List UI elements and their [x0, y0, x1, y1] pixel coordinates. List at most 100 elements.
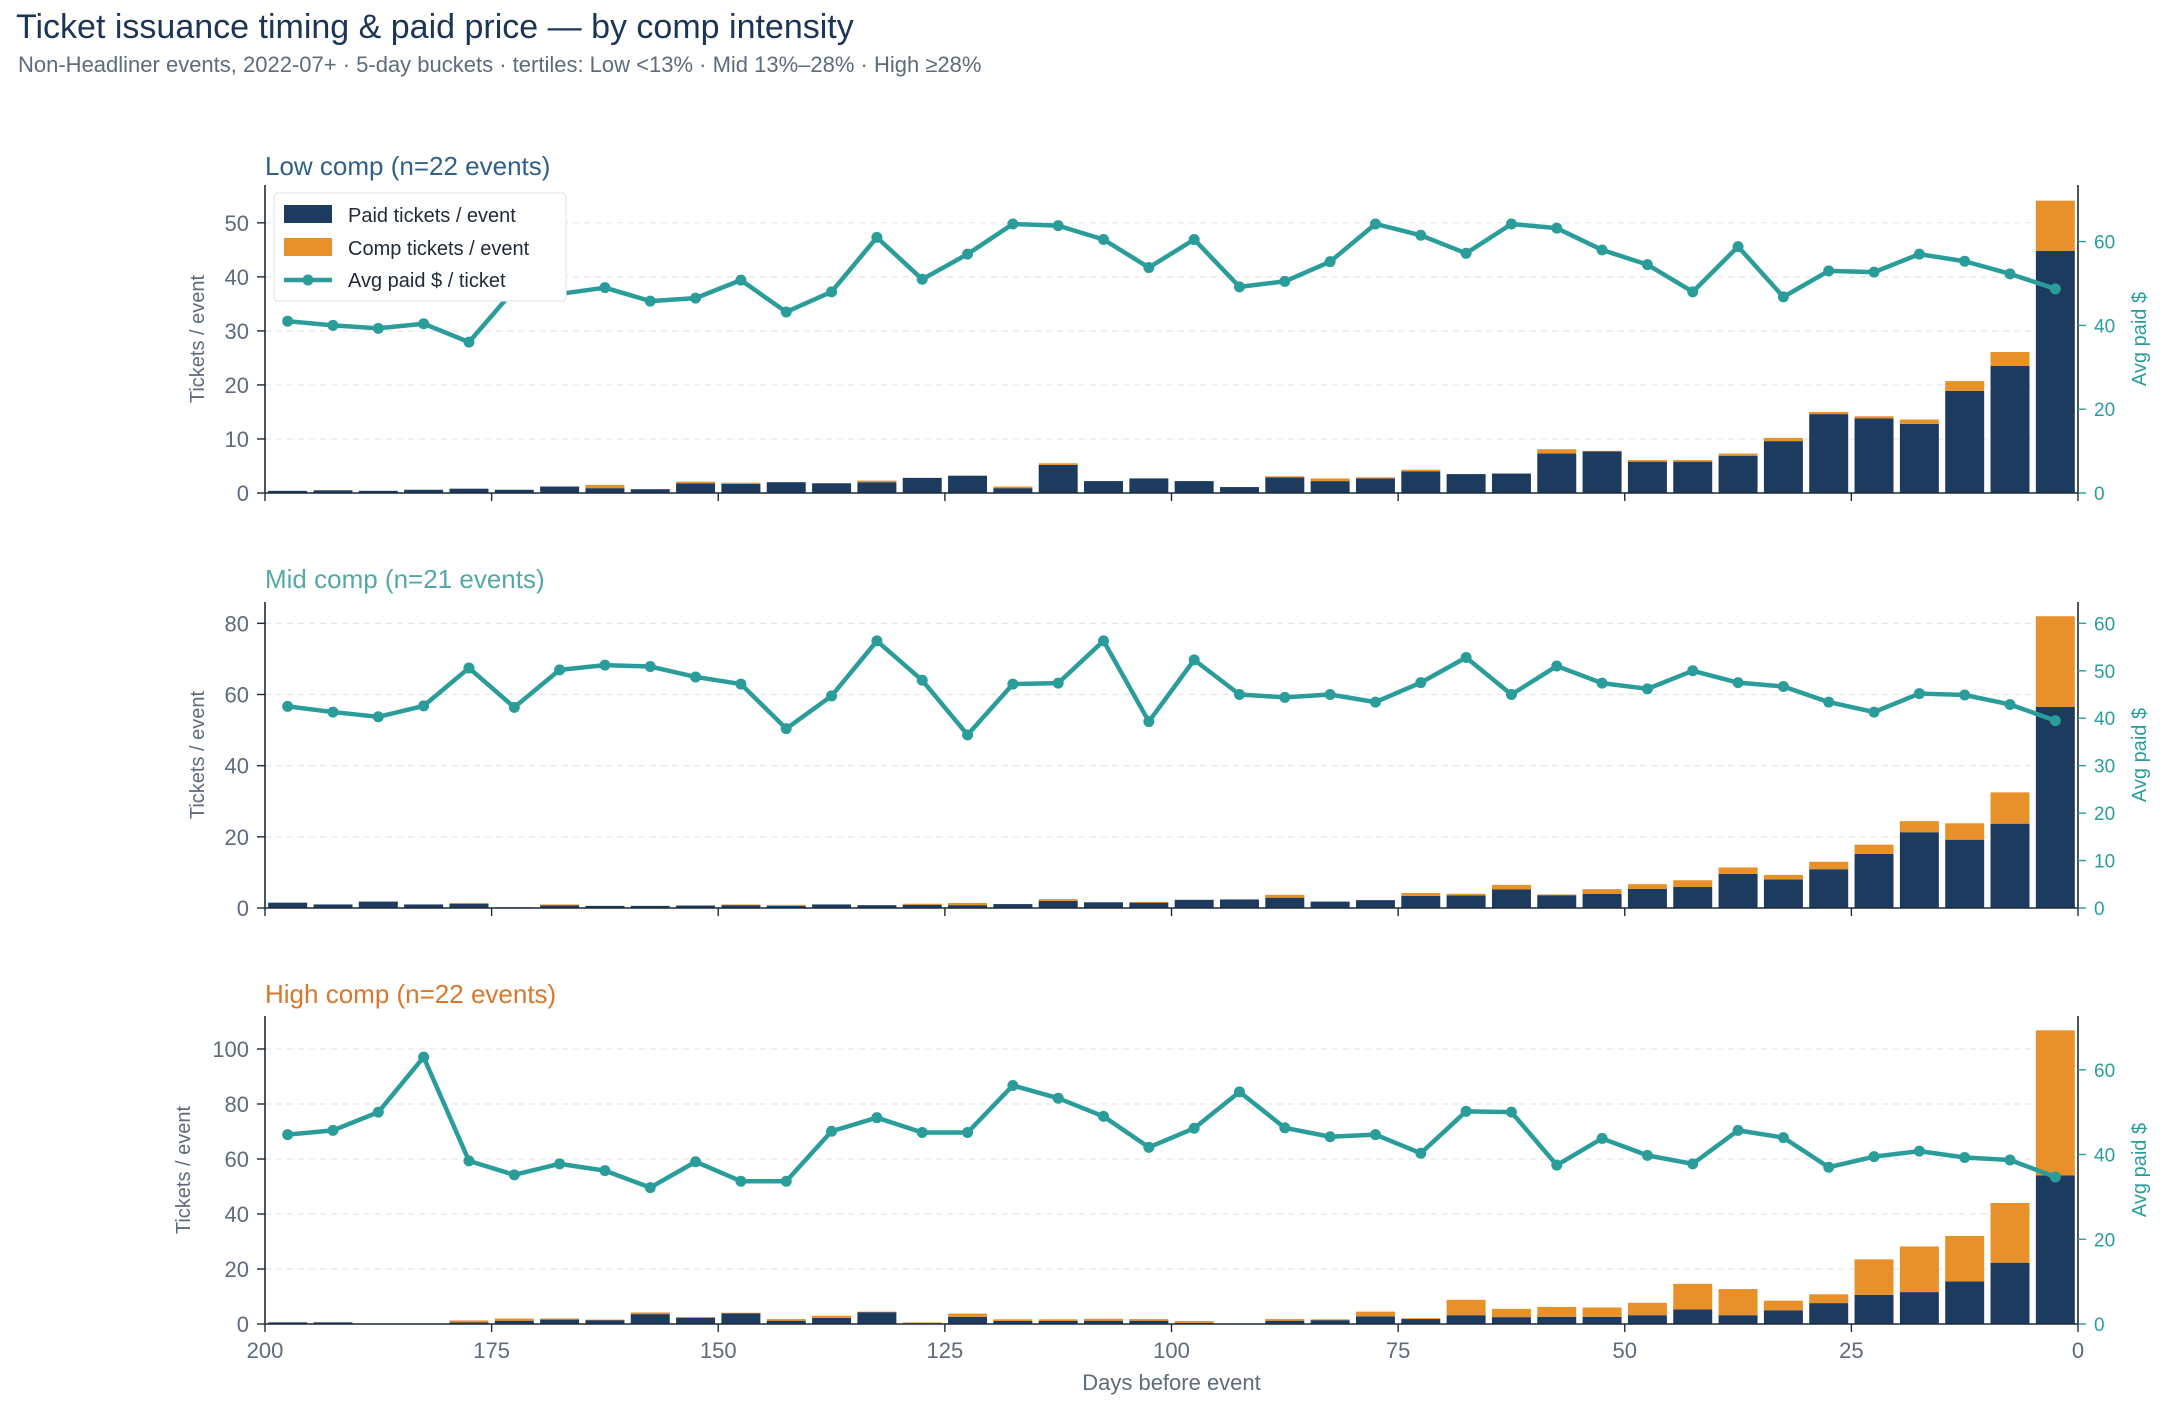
bar-comp — [1990, 351, 2030, 367]
y2-tick-label: 40 — [2094, 316, 2115, 337]
y2-tick-label: 60 — [2094, 233, 2115, 254]
bar-paid — [1990, 366, 2030, 493]
bar-comp — [1491, 884, 1531, 890]
bar-comp — [1129, 901, 1169, 903]
legend-swatch-avg-point — [302, 274, 314, 286]
bar-paid — [1899, 423, 1939, 493]
y-axis-label: Tickets / event — [187, 274, 209, 403]
bar-paid — [1129, 478, 1169, 493]
avg-price-point — [418, 700, 430, 712]
bar-comp — [1446, 893, 1486, 896]
avg-price-point — [508, 701, 520, 713]
bar-paid — [494, 1320, 534, 1324]
avg-price-point — [735, 274, 747, 286]
bar-paid — [1582, 451, 1622, 493]
avg-price-point — [1505, 689, 1517, 701]
bar-comp — [857, 480, 897, 483]
avg-price-point — [418, 318, 430, 330]
bar-paid — [540, 486, 580, 493]
avg-price-point — [1959, 255, 1971, 267]
bar-paid — [268, 490, 308, 493]
y2-tick-label: 0 — [2094, 1315, 2105, 1336]
avg-price-point — [962, 248, 974, 260]
avg-price-point — [282, 700, 294, 712]
avg-price-point — [1143, 716, 1155, 728]
bar-comp — [1582, 1307, 1622, 1317]
bar-paid — [1174, 481, 1214, 493]
bar-paid — [1763, 441, 1803, 493]
bar-paid — [721, 1313, 761, 1324]
bar-paid — [1401, 471, 1441, 493]
bar-paid — [1355, 1316, 1395, 1324]
y2-tick-label: 40 — [2094, 1146, 2115, 1167]
bar-paid — [2035, 1175, 2075, 1324]
avg-price-point — [1007, 1079, 1019, 1091]
bar-paid — [1446, 1315, 1486, 1324]
avg-price-point — [916, 273, 928, 285]
avg-price-point — [1687, 286, 1699, 298]
avg-price-point — [1460, 247, 1472, 259]
bar-paid — [721, 483, 761, 493]
bar-paid — [676, 483, 716, 493]
bar-paid — [1673, 887, 1713, 908]
y-axis-label: Tickets / event — [173, 1105, 195, 1234]
bar-paid — [1401, 1319, 1441, 1324]
x-tick-label: 175 — [473, 1338, 510, 1363]
avg-price-point — [1823, 265, 1835, 277]
avg-price-point — [1959, 1152, 1971, 1164]
bar-paid — [1537, 453, 1577, 493]
x-axis-label: Days before event — [1082, 1370, 1261, 1395]
bar-paid — [268, 902, 308, 908]
bar-paid — [313, 1322, 353, 1324]
avg-price-point — [2004, 268, 2016, 280]
bar-comp — [1582, 450, 1622, 452]
legend-swatch-comp — [284, 238, 332, 256]
bar-comp — [1763, 1300, 1803, 1311]
avg-price-point — [599, 282, 611, 294]
avg-price-point — [1732, 677, 1744, 689]
y-tick-label: 100 — [212, 1037, 249, 1062]
y2-tick-label: 60 — [2094, 1061, 2115, 1082]
avg-price-point — [690, 1156, 702, 1168]
chart-title: Ticket issuance timing & paid price — by… — [16, 8, 854, 46]
bar-comp — [1854, 416, 1894, 419]
bar-paid — [1945, 390, 1985, 493]
bar-paid — [1627, 888, 1667, 908]
bar-paid — [1084, 902, 1124, 908]
bar-paid — [313, 904, 353, 908]
bar-comp — [721, 482, 761, 484]
y2-axis-label: Avg paid $ — [2129, 292, 2151, 386]
bar-paid — [1355, 900, 1395, 908]
panel-low: 0 10 20 30 40 50 0 20 40 60 Low comp (n=22 events)… — [187, 151, 2151, 506]
avg-price-point — [1868, 266, 1880, 278]
bar-paid — [676, 905, 716, 908]
avg-price-point — [644, 1182, 656, 1194]
x-tick-label: 125 — [927, 1338, 964, 1363]
bar-comp — [1038, 899, 1078, 901]
bar-comp — [948, 1313, 988, 1317]
bar-comp — [1627, 460, 1667, 462]
bar-comp — [2035, 616, 2075, 707]
legend-box — [273, 192, 567, 302]
avg-price-point — [1415, 229, 1427, 241]
y-tick-label: 0 — [237, 481, 249, 506]
bar-paid — [540, 905, 580, 908]
bar-comp — [1990, 1203, 2030, 1263]
bar-paid — [585, 1320, 625, 1324]
avg-price-line — [287, 221, 2057, 345]
y-tick-label: 60 — [225, 683, 249, 708]
bar-paid — [1265, 897, 1305, 908]
bar-comp — [540, 1318, 580, 1320]
y2-tick-label: 60 — [2094, 614, 2115, 635]
y-tick-label: 40 — [225, 265, 249, 290]
x-tick-label: 150 — [700, 1338, 737, 1363]
y2-tick-label: 0 — [2094, 899, 2105, 920]
bar-comp — [1899, 419, 1939, 424]
bar-comp — [721, 1312, 761, 1314]
legend-swatch-paid — [284, 205, 332, 223]
y2-tick-label: 0 — [2094, 484, 2105, 505]
bar-paid — [1038, 464, 1078, 493]
bar-paid — [1854, 1294, 1894, 1324]
chart-subtitle: Non-Headliner events, 2022-07+ · 5-day b… — [18, 52, 982, 77]
bar-comp — [676, 1317, 716, 1318]
